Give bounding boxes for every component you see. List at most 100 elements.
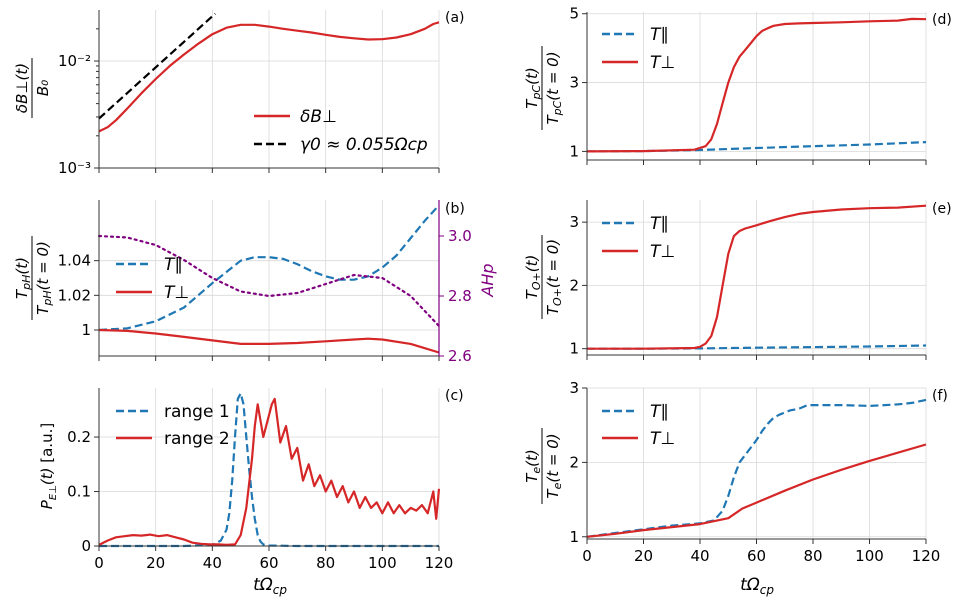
panel-d-series bbox=[586, 17, 927, 153]
panel-f-ylabel-denominator: Te(t = 0) bbox=[544, 433, 564, 498]
y-tick-label: 3 bbox=[569, 74, 579, 92]
panel-a-ylabel-denominator: B₀ bbox=[34, 80, 52, 96]
panel-f-legend: T∥ T⊥ bbox=[602, 402, 675, 449]
panel-d-ylabel: TpC(t) TpC(t = 0) bbox=[523, 46, 564, 130]
panel-b: 1 1.02 1.04 2.6 2.8 3.0 (b) AHp TpH(t) TpH(t … bbox=[13, 200, 497, 365]
panel-a-grid bbox=[98, 10, 440, 169]
series-line-e-1 bbox=[587, 204, 927, 350]
panel-c-axes: 0 0.1 0.2 0 20 40 60 80 100 120 bbox=[67, 388, 453, 572]
panel-a-ylabel-numerator: δB⊥(t) bbox=[13, 63, 31, 113]
x-tick-label: 40 bbox=[690, 547, 709, 565]
panel-d-ylabel-denominator: TpC(t = 0) bbox=[544, 51, 564, 124]
y2-tick-label: 3.0 bbox=[448, 227, 472, 245]
panel-f-series bbox=[586, 398, 927, 538]
panel-f-ylabel: Te(t) Te(t = 0) bbox=[523, 428, 564, 504]
panel-e-ylabel: TO+(t) TO+(t = 0) bbox=[523, 235, 564, 319]
y-tick-label: 0.1 bbox=[67, 483, 91, 501]
y-tick-label: 2 bbox=[569, 453, 579, 471]
x-tick-label: 0 bbox=[94, 554, 104, 572]
y-tick-label: 1.02 bbox=[58, 286, 91, 304]
legend-label-tpar-e: T∥ bbox=[650, 214, 669, 234]
panel-d-grid bbox=[586, 12, 927, 160]
panel-d: 1 3 5 (d) TpC(t) TpC(t = 0) T∥ T⊥ bbox=[523, 5, 952, 165]
y-tick-label: 10⁻³ bbox=[58, 159, 91, 177]
series-line-e-0 bbox=[587, 344, 927, 350]
panel-a-label: (a) bbox=[445, 10, 465, 26]
panel-f-ylabel-numerator: Te(t) bbox=[523, 449, 543, 483]
x-tick-label: 40 bbox=[203, 554, 222, 572]
panel-f: 1 2 3 0 20 40 60 80 100 120 (f) Te(t) Te(t = 0) T… bbox=[523, 379, 948, 597]
panel-a: 10⁻³ 10⁻² (a) δB⊥(t) B₀ δB⊥ γ0 ≈ 0.055Ωcp bbox=[13, 10, 465, 177]
y-tick-label: 1.04 bbox=[58, 252, 91, 270]
panel-e-ylabel-numerator: TO+(t) bbox=[523, 255, 543, 300]
legend-label-tperp-b: T⊥ bbox=[164, 283, 189, 303]
legend-label-tperp-f: T⊥ bbox=[650, 429, 675, 449]
panel-f-axes: 1 2 3 0 20 40 60 80 100 120 bbox=[569, 379, 940, 565]
series-line-a-1 bbox=[98, 12, 216, 120]
panel-e-ylabel-denominator: TO+(t = 0) bbox=[544, 239, 564, 315]
panel-a-ylabel: δB⊥(t) B₀ bbox=[13, 58, 52, 118]
x-tick-label: 20 bbox=[146, 554, 165, 572]
panel-b-axes: 1 1.02 1.04 2.6 2.8 3.0 bbox=[58, 200, 472, 365]
panel-c-grid bbox=[98, 388, 440, 547]
panel-e-legend: T∥ T⊥ bbox=[602, 214, 675, 262]
panel-e-series bbox=[587, 204, 927, 350]
x-tick-label: 60 bbox=[259, 554, 278, 572]
y2-tick-label: 2.8 bbox=[448, 287, 472, 305]
panel-d-ylabel-numerator: TpC(t) bbox=[523, 67, 543, 108]
y-tick-label: 10⁻² bbox=[58, 52, 91, 70]
x-tick-label: 0 bbox=[582, 547, 592, 565]
y-tick-label: 5 bbox=[569, 5, 579, 23]
series-line-d-0 bbox=[586, 141, 927, 153]
x-tick-label: 100 bbox=[855, 547, 884, 565]
panel-c-legend: range 1 range 2 bbox=[116, 402, 230, 449]
panel-c-ylabel: PE⊥(t) [a.u.] bbox=[38, 423, 59, 509]
panel-b-ylabel-numerator: TpH(t) bbox=[13, 257, 33, 299]
series-line-b-1 bbox=[98, 328, 440, 354]
panel-f-xlabel: tΩcp bbox=[740, 575, 774, 597]
panel-b-y2label: AHp bbox=[478, 263, 497, 297]
panel-e: 1 2 3 (e) TO+(t) TO+(t = 0) T∥ T⊥ bbox=[523, 200, 952, 360]
panel-e-grid bbox=[586, 200, 927, 355]
y-tick-label: 1 bbox=[569, 528, 579, 546]
panel-a-axes: 10⁻³ 10⁻² bbox=[58, 10, 440, 177]
x-tick-label: 120 bbox=[912, 547, 941, 565]
y-tick-label: 3 bbox=[569, 379, 579, 397]
panel-d-axes: 1 3 5 bbox=[569, 5, 927, 165]
panel-e-axes: 1 2 3 bbox=[569, 200, 927, 360]
x-tick-label: 60 bbox=[747, 547, 766, 565]
panel-b-ylabel-denominator: TpH(t = 0) bbox=[34, 241, 54, 315]
y-tick-label: 0.2 bbox=[67, 428, 91, 446]
y-tick-label: 1 bbox=[81, 321, 91, 339]
legend-label-tpar-d: T∥ bbox=[650, 25, 669, 45]
legend-label-tpar-b: T∥ bbox=[164, 255, 183, 275]
legend-label-range2: range 2 bbox=[164, 429, 230, 449]
panel-c-xlabel: tΩcp bbox=[253, 575, 287, 597]
panel-b-label: (b) bbox=[445, 201, 465, 217]
legend-label-tperp-d: T⊥ bbox=[650, 53, 675, 73]
series-line-f-0 bbox=[586, 398, 927, 538]
legend-label-db: δB⊥ bbox=[300, 107, 337, 127]
x-tick-label: 80 bbox=[803, 547, 822, 565]
legend-label-range1: range 1 bbox=[164, 402, 230, 422]
y-tick-label: 3 bbox=[569, 213, 579, 231]
panel-c-label: (c) bbox=[445, 388, 464, 404]
x-tick-label: 80 bbox=[316, 554, 335, 572]
legend-label-tpar-f: T∥ bbox=[650, 402, 669, 422]
series-line-b-2 bbox=[97, 234, 441, 328]
panel-a-legend: δB⊥ γ0 ≈ 0.055Ωcp bbox=[254, 107, 428, 155]
series-line-f-1 bbox=[586, 443, 927, 538]
panel-f-label: (f) bbox=[932, 388, 948, 404]
y2-tick-label: 2.6 bbox=[448, 347, 472, 365]
panel-e-label: (e) bbox=[932, 201, 952, 217]
legend-label-tperp-e: T⊥ bbox=[650, 242, 675, 262]
x-tick-label: 20 bbox=[634, 547, 653, 565]
x-tick-label: 100 bbox=[368, 554, 397, 572]
panel-d-legend: T∥ T⊥ bbox=[602, 25, 675, 73]
y-tick-label: 0 bbox=[81, 537, 91, 555]
panel-a-series bbox=[98, 12, 440, 133]
x-tick-label: 120 bbox=[425, 554, 454, 572]
panel-c: 0 0.1 0.2 0 20 40 60 80 100 120 (c) PE⊥(t) [a.u.]… bbox=[38, 388, 464, 597]
y-tick-label: 1 bbox=[569, 340, 579, 358]
